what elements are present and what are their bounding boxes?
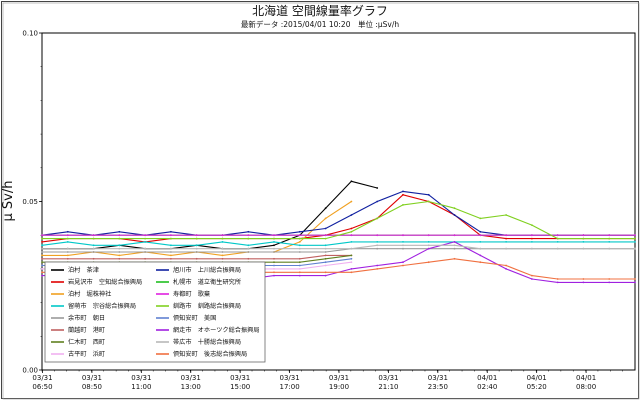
- x-tick-label-time: 23:50: [428, 383, 448, 391]
- legend-label: 倶知安町 美国: [173, 314, 216, 322]
- series-line: [41, 241, 635, 246]
- x-tick-label-date: 03/31: [329, 374, 349, 382]
- series-group: [41, 244, 636, 250]
- series-group: [41, 254, 353, 260]
- x-tick-label-time: 08:50: [82, 383, 102, 391]
- series-group: [41, 241, 636, 247]
- legend-label: 留萌市 宗谷総合振興局: [68, 302, 136, 310]
- legend-label: 札幌市 道立衛生研究所: [173, 278, 241, 286]
- x-tick-label-time: 11:00: [131, 383, 151, 391]
- x-tick-label-time: 05:20: [527, 383, 547, 391]
- legend-label: 旭川市 上川総合振興局: [173, 266, 241, 274]
- x-tick-label-time: 06:50: [32, 383, 52, 391]
- legend-label: 帯広市 十勝総合振興局: [173, 338, 241, 346]
- x-tick-label-date: 03/31: [32, 374, 52, 382]
- x-tick-label-date: 03/31: [428, 374, 448, 382]
- legend-label: 古平町 浜町: [68, 350, 105, 358]
- y-tick-label: 0.05: [22, 198, 38, 206]
- x-tick-label-time: 02:40: [477, 383, 497, 391]
- y-axis-label: μ Sv/h: [1, 181, 16, 222]
- x-tick-label-time: 13:00: [181, 383, 201, 391]
- chart-title: 北海道 空間線量率グラフ: [252, 3, 388, 18]
- y-tick-label: 0.10: [22, 30, 38, 38]
- x-tick-label-date: 03/31: [131, 374, 151, 382]
- series-line: [42, 244, 635, 250]
- x-tick-label-date: 03/31: [279, 374, 299, 382]
- legend-label: 泊村 堀株神社: [68, 290, 111, 298]
- x-tick-label-date: 03/31: [230, 374, 250, 382]
- series-group: [41, 200, 636, 240]
- series-line: [41, 194, 635, 243]
- y-tick-label: 0.00: [22, 367, 38, 375]
- x-tick-label-date: 03/31: [82, 374, 102, 382]
- legend-label: 網走市 オホーツク総合振興局: [173, 326, 260, 334]
- series-layer: [41, 180, 636, 284]
- x-tick-label-time: 19:00: [329, 383, 349, 391]
- x-tick-label-date: 04/01: [576, 374, 596, 382]
- x-tick-label-date: 03/31: [378, 374, 398, 382]
- legend-label: 岩見沢市 空知総合振興局: [68, 278, 142, 286]
- x-tick-label-date: 04/01: [527, 374, 547, 382]
- x-tick-label-time: 21:10: [378, 383, 398, 391]
- legend-label: 余市町 朝日: [68, 314, 105, 322]
- x-tick-label-time: 08:00: [576, 383, 596, 391]
- legend-label: 泊村 茶津: [68, 266, 99, 274]
- legend-label: 釧路市 釧路総合振興局: [173, 302, 241, 310]
- chart-subtitle: 最新データ :2015/04/01 10:20 単位 :μSv/h: [241, 19, 400, 29]
- legend-label: 寿都町 歌棄: [173, 290, 210, 298]
- series-line: [42, 200, 635, 240]
- x-tick-label-date: 03/31: [181, 374, 201, 382]
- series-line: [42, 180, 378, 250]
- x-tick-label-time: 17:00: [279, 383, 299, 391]
- x-tick-label-time: 15:00: [230, 383, 250, 391]
- legend-box: [44, 261, 266, 363]
- x-tick-label-date: 04/01: [477, 374, 497, 382]
- legend-label: 倶知安町 後志総合振興局: [173, 350, 247, 358]
- legend-label: 蘭越町 港町: [68, 326, 105, 334]
- legend-label: 仁木町 西町: [68, 338, 105, 346]
- series-line: [42, 254, 352, 260]
